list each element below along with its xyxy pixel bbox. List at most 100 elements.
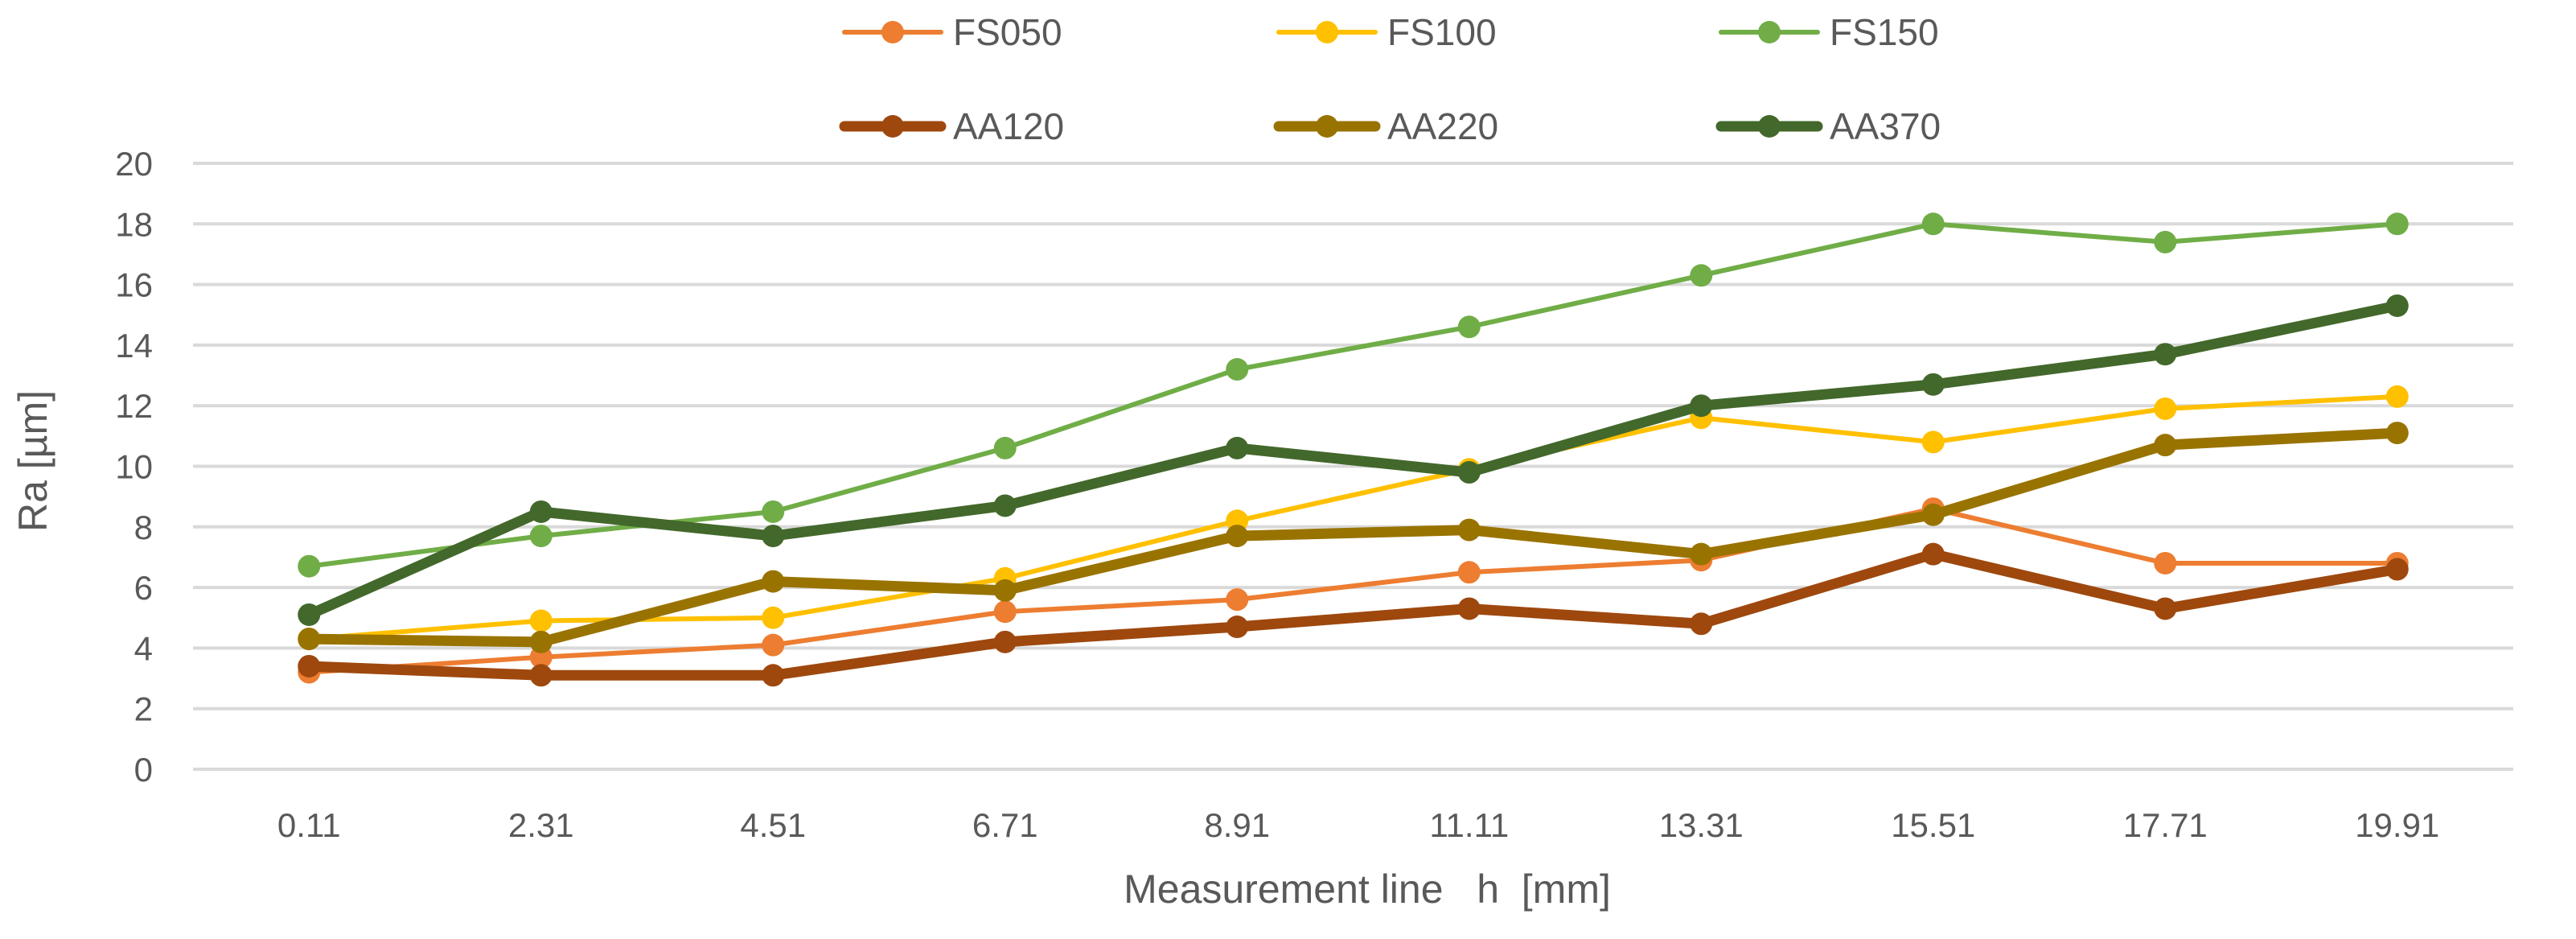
data-point-aa370	[529, 500, 553, 523]
legend-label: AA370	[1830, 105, 1941, 147]
data-point-aa370	[2154, 343, 2177, 366]
data-point-fs150	[2154, 230, 2177, 253]
series-group	[298, 212, 2409, 687]
legend-marker	[1758, 21, 1781, 43]
series-line-aa120	[303, 549, 2403, 681]
data-point-aa220	[1226, 525, 1249, 548]
data-point-aa120	[298, 654, 321, 677]
legend-label: AA120	[953, 105, 1064, 147]
data-point-aa220	[1690, 542, 1713, 566]
legend-marker	[1758, 115, 1781, 138]
x-tick-label: 19.91	[2355, 806, 2439, 844]
legend-label: AA220	[1387, 105, 1498, 147]
x-axis-ticks: 0.11 2.31 4.51 6.71 8.91 11.11 13.31 15.51 17.71…	[277, 806, 2439, 844]
data-point-aa120	[2154, 597, 2177, 620]
legend-marker	[1316, 21, 1338, 43]
series-aa220	[298, 422, 2409, 653]
y-tick-label: 2	[134, 690, 153, 728]
data-point-aa120	[762, 664, 785, 687]
data-point-aa220	[529, 630, 553, 653]
y-tick-label: 20	[115, 145, 153, 183]
x-tick-label: 17.71	[2123, 806, 2208, 844]
y-tick-label: 4	[134, 629, 153, 667]
legend-item-fs100: FS100	[1276, 11, 1497, 53]
data-point-fs100	[529, 609, 553, 632]
y-tick-label: 6	[134, 569, 153, 607]
data-point-aa220	[762, 570, 785, 593]
data-point-aa220	[2385, 422, 2409, 445]
legend-item-fs150: FS150	[1719, 11, 1939, 53]
x-tick-label: 2.31	[508, 806, 574, 844]
x-tick-label: 6.71	[972, 806, 1038, 844]
data-point-fs150	[1457, 315, 1481, 339]
series-aa120	[298, 542, 2409, 687]
legend-label: FS050	[953, 11, 1062, 53]
legend-marker	[1316, 115, 1338, 138]
data-point-aa220	[993, 579, 1017, 602]
y-tick-label: 18	[115, 205, 153, 243]
series-line-aa370	[303, 300, 2403, 620]
data-point-aa370	[1226, 436, 1249, 459]
data-point-aa120	[1457, 597, 1481, 620]
data-point-aa120	[993, 630, 1017, 653]
data-point-aa370	[1921, 373, 1945, 396]
data-point-aa120	[1226, 616, 1249, 639]
data-point-aa370	[1457, 461, 1481, 484]
gridlines	[193, 162, 2513, 771]
data-point-aa120	[1690, 612, 1713, 636]
x-tick-label: 4.51	[740, 806, 806, 844]
y-axis-title: Ra [µm]	[10, 390, 55, 532]
data-point-fs100	[762, 606, 785, 629]
data-point-aa370	[2385, 294, 2409, 317]
x-tick-label: 11.11	[1429, 806, 1509, 844]
data-point-aa370	[762, 525, 785, 548]
legend: FS050 FS100 FS150 AA120 AA220 AA370	[839, 11, 1941, 147]
y-tick-label: 0	[134, 751, 153, 789]
data-point-fs050	[1457, 561, 1481, 584]
data-point-aa370	[993, 494, 1017, 517]
x-tick-label: 13.31	[1659, 806, 1744, 844]
y-axis-ticks: 0 2 4 6 8 10 12 14 16 18 20	[115, 145, 153, 789]
data-point-aa120	[529, 664, 553, 687]
series-aa370	[298, 294, 2409, 626]
series-line-fs050	[306, 506, 2400, 675]
legend-marker	[881, 115, 904, 138]
series-line-fs150	[306, 221, 2400, 569]
data-point-fs100	[2154, 397, 2177, 420]
data-point-fs150	[2385, 212, 2409, 236]
legend-label: FS100	[1387, 11, 1497, 53]
x-axis-title: Measurement line h [mm]	[1124, 867, 1611, 912]
data-point-fs150	[298, 554, 321, 578]
data-point-aa220	[2154, 434, 2177, 457]
data-point-aa370	[298, 603, 321, 626]
legend-item-aa370: AA370	[1715, 105, 1941, 147]
data-point-aa370	[1690, 394, 1713, 418]
series-line-fs100	[306, 393, 2400, 642]
data-point-fs150	[1921, 212, 1945, 236]
y-tick-label: 12	[115, 387, 153, 425]
legend-label: FS150	[1830, 11, 1939, 53]
data-point-fs050	[762, 633, 785, 657]
data-point-fs050	[2154, 551, 2177, 575]
series-line-aa220	[303, 427, 2403, 648]
legend-item-aa220: AA220	[1273, 105, 1498, 147]
data-point-fs100	[2385, 385, 2409, 408]
data-point-aa120	[2385, 558, 2409, 581]
x-tick-label: 8.91	[1204, 806, 1270, 844]
data-point-aa220	[1921, 503, 1945, 526]
x-tick-label: 0.11	[277, 806, 341, 844]
data-point-aa220	[1457, 518, 1481, 542]
data-point-aa220	[298, 628, 321, 651]
y-tick-label: 10	[115, 448, 153, 486]
data-point-fs100	[1921, 430, 1945, 454]
data-point-fs150	[529, 525, 553, 548]
data-point-fs150	[993, 436, 1017, 459]
data-point-fs150	[1226, 358, 1249, 381]
data-point-fs050	[993, 600, 1017, 624]
legend-item-fs050: FS050	[842, 11, 1062, 53]
x-tick-label: 15.51	[1891, 806, 1975, 844]
legend-marker	[881, 21, 904, 43]
legend-item-aa120: AA120	[839, 105, 1064, 147]
y-tick-label: 8	[134, 509, 153, 546]
